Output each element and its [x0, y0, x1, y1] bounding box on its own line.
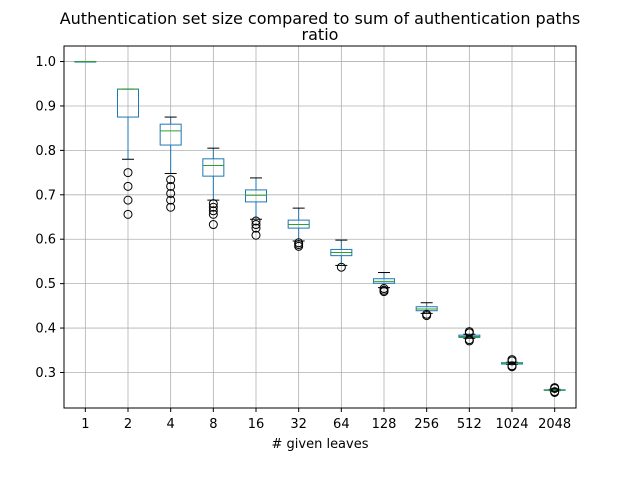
outlier-point	[166, 175, 176, 185]
outlier-point	[123, 168, 133, 178]
x-tick-label: 512	[457, 417, 482, 432]
x-tick-label: 8	[209, 417, 217, 432]
outlier-point	[550, 387, 560, 397]
x-tick-label: 64	[333, 417, 350, 432]
box	[159, 123, 182, 146]
outlier-point	[123, 209, 133, 219]
outlier-point	[507, 356, 517, 366]
y-tick-label: 0.3	[35, 366, 56, 381]
y-tick-label: 0.7	[35, 188, 56, 203]
outlier-point	[208, 220, 218, 230]
outlier-point	[166, 188, 176, 198]
outlier-point	[208, 209, 218, 219]
x-tick-label: 128	[372, 417, 397, 432]
outlier-point	[550, 383, 560, 393]
chart-subtitle: ratio	[302, 25, 339, 44]
outlier-point	[294, 241, 304, 251]
y-tick-label: 1.0	[35, 55, 56, 70]
outlier-point	[464, 336, 474, 346]
x-tick-label: 2048	[538, 417, 571, 432]
box	[245, 189, 267, 203]
outlier-point	[336, 262, 346, 272]
outlier-point	[507, 362, 517, 372]
outlier-point	[208, 199, 218, 209]
plot-frame	[63, 45, 577, 409]
outlier-point	[251, 220, 261, 230]
outlier-point	[166, 181, 176, 191]
x-tick-label: 1	[81, 417, 89, 432]
x-tick-label: 4	[167, 417, 175, 432]
y-tick-label: 0.4	[35, 322, 56, 337]
x-tick-label: 32	[290, 417, 307, 432]
y-tick-label: 0.9	[35, 99, 56, 114]
outlier-point	[251, 223, 261, 233]
outlier-point	[208, 202, 218, 212]
plot-area: 0.3 0.4 0.5 0.6 0.7 0.8 0.9 1.0 1 2 4 8 16 32 64 128 256…	[35, 45, 577, 432]
outlier-point	[166, 195, 176, 205]
x-tick-label: 1024	[495, 417, 528, 432]
outlier-point	[123, 195, 133, 205]
outlier-point	[251, 230, 261, 240]
x-tick-label: 16	[248, 417, 265, 432]
box	[202, 158, 225, 177]
y-tick-label: 0.5	[35, 277, 56, 292]
x-tick-label: 2	[124, 417, 132, 432]
x-tick-label: 256	[414, 417, 439, 432]
y-tick-label: 0.8	[35, 144, 56, 159]
outlier-point	[208, 206, 218, 216]
outlier-point	[379, 287, 389, 297]
y-tick-label: 0.6	[35, 233, 56, 248]
outlier-point	[123, 181, 133, 191]
x-axis-label: # given leaves	[272, 437, 369, 452]
outlier-point	[166, 202, 176, 212]
outlier-point	[251, 216, 261, 226]
outlier-point	[422, 311, 432, 321]
chart-title: Authentication set size compared to sum …	[60, 9, 581, 28]
